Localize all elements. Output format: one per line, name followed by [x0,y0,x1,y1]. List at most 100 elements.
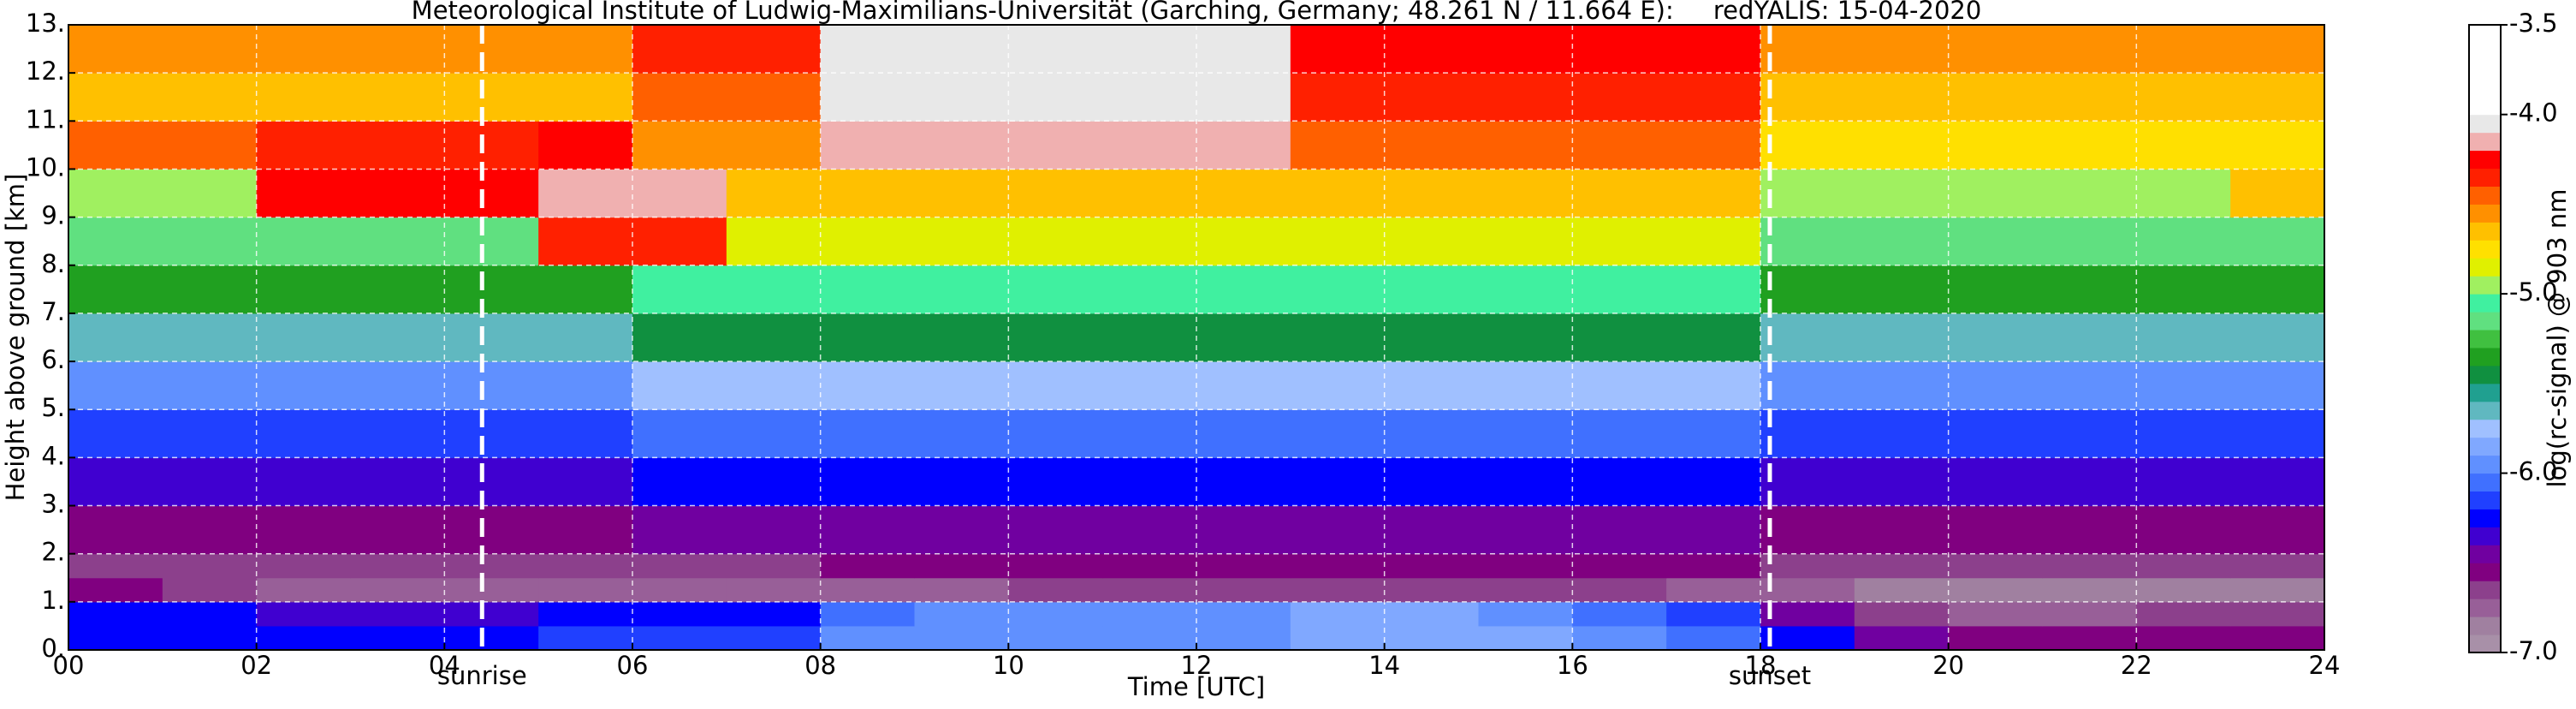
heatmap-cell [914,625,1009,651]
heatmap-cell [162,457,258,507]
heatmap-cell [632,217,727,266]
heatmap-cell [444,361,539,410]
heatmap-cell [2230,73,2325,122]
heatmap-cell [256,601,351,627]
heatmap-cell [350,361,445,410]
heatmap-cell [1666,217,1761,266]
x-tick-label: 04 [429,651,460,680]
heatmap-cell [820,625,915,651]
heatmap-cell [1196,361,1291,410]
heatmap-cell [162,553,258,579]
heatmap-cell [162,265,258,314]
heatmap-cell [68,121,163,170]
heatmap-cell [444,121,539,170]
heatmap-cell [726,505,822,555]
colorbar-bin [2469,204,2501,223]
heatmap-cell [1196,121,1291,170]
heatmap-cell [1102,73,1197,122]
colorbar-tick-label: -6.0 [2509,457,2558,486]
heatmap-cell [2230,169,2325,218]
heatmap-cell [1102,601,1197,627]
heatmap-cell [68,25,163,74]
heatmap-cell [632,625,727,651]
heatmap-cell [1102,121,1197,170]
heatmap-cell [538,73,633,122]
heatmap-cell [1572,409,1667,458]
heatmap-cell [1666,121,1761,170]
heatmap-cell [820,313,915,362]
heatmap-cell [2230,25,2325,74]
x-tick-label: 06 [617,651,649,680]
heatmap-cell [914,457,1009,507]
heatmap-cell [444,169,539,218]
heatmap-cell [1384,361,1479,410]
heatmap-cell [1196,169,1291,218]
heatmap-cell [1478,121,1573,170]
heatmap-cell [1666,73,1761,122]
heatmap-cell [2136,457,2231,507]
heatmap-cell [2042,577,2137,603]
heatmap-cell [2042,25,2137,74]
heatmap-cell [1854,217,1950,266]
heatmap-cell [1384,601,1479,627]
heatmap-cell [632,313,727,362]
heatmap-cell [1666,169,1761,218]
heatmap-cell [538,121,633,170]
heatmap-cell [2042,73,2137,122]
colorbar-bin [2469,132,2501,152]
heatmap-cell [1384,265,1479,314]
heatmap-cell [1948,409,2043,458]
heatmap-cell [1760,217,1855,266]
heatmap-cell [1854,25,1950,74]
heatmap-cell [350,25,445,74]
heatmap-cell [68,625,163,651]
heatmap-cell [256,457,351,507]
heatmap-cell [162,121,258,170]
heatmap-cell [538,625,633,651]
heatmap-cell [1666,625,1761,651]
heatmap-cell [1196,409,1291,458]
heatmap-cell [632,73,727,122]
heatmap-cell [162,361,258,410]
heatmap-cell [820,457,915,507]
heatmap-cell [1384,625,1479,651]
heatmap-cell [1008,217,1103,266]
heatmap-cell [68,313,163,362]
heatmap-cell [820,361,915,410]
y-tick-label: 2. [41,538,65,567]
heatmap-cell [1384,25,1479,74]
colorbar-bin [2469,78,2501,98]
heatmap-cell [538,313,633,362]
heatmap-cell [68,73,163,122]
heatmap-cell [1854,361,1950,410]
colorbar-bin [2469,545,2501,563]
colorbar-bin [2469,473,2501,492]
heatmap-cell [1854,265,1950,314]
heatmap-cell [1666,25,1761,74]
heatmap-cell [444,505,539,555]
heatmap-cell [1290,601,1386,627]
heatmap-cell [538,505,633,555]
heatmap-cell [2136,361,2231,410]
heatmap-cell [1008,73,1103,122]
heatmap-cell [2136,169,2231,218]
heatmap-cell [1196,553,1291,579]
heatmap-cell [350,577,445,603]
heatmap-cell [538,601,633,627]
event-label: sunset [1729,661,1811,690]
heatmap-cell [1384,121,1479,170]
x-tick-label: 12 [1181,651,1213,680]
heatmap-cell [1948,505,2043,555]
heatmap-cell [1854,601,1950,627]
heatmap-cell [820,73,915,122]
colorbar-bin [2469,240,2501,259]
heatmap-cell [632,601,727,627]
heatmap-cell [444,409,539,458]
heatmap-cell [350,217,445,266]
heatmap-cell [1290,313,1386,362]
y-tick-label: 3. [41,490,65,519]
heatmap-cell [1102,457,1197,507]
heatmap-cell [632,121,727,170]
heatmap-cell [914,217,1009,266]
heatmap-cell [1666,577,1761,603]
